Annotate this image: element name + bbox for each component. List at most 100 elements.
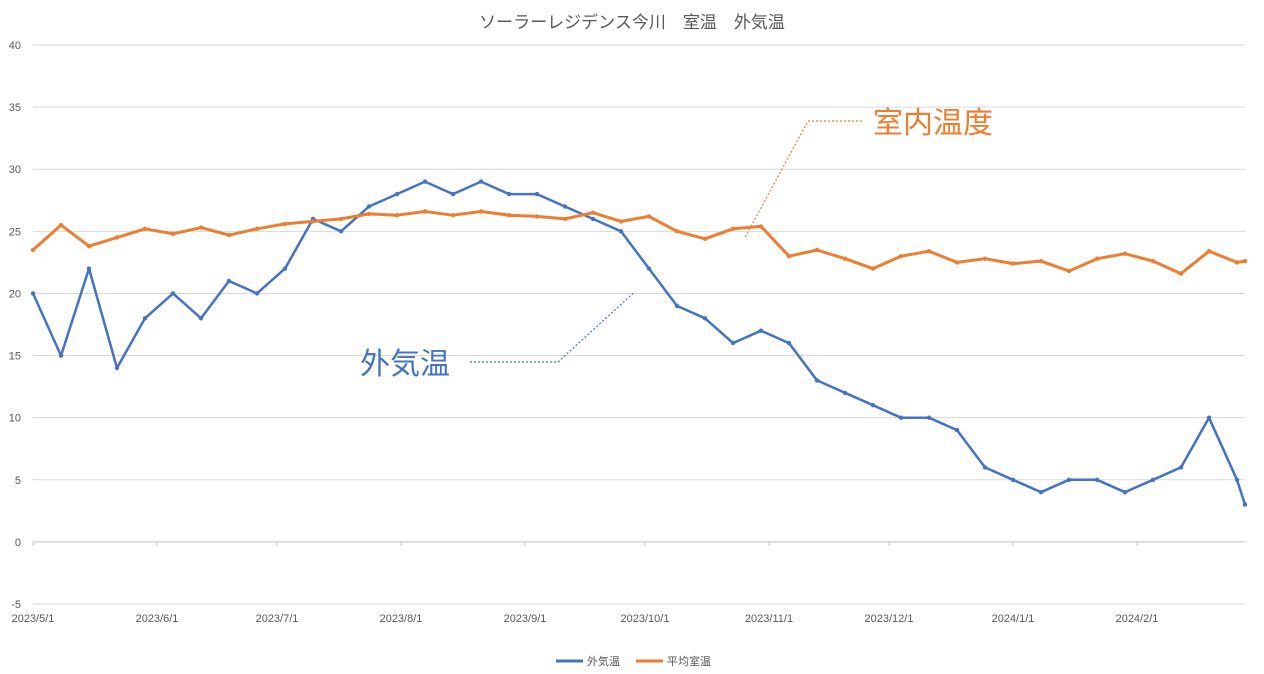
x-tick-label: 2023/10/1 [621,613,670,625]
data-point [58,353,64,358]
data-point [562,216,568,222]
data-point [142,316,148,321]
data-point [590,210,596,215]
data-point [86,244,92,249]
y-tick-label: 0 [15,537,21,549]
data-point [618,219,624,224]
data-point [1178,271,1184,276]
data-point [114,235,120,240]
data-point [646,214,652,219]
x-tick-label: 2023/12/1 [865,613,914,625]
x-axis: 2023/5/1 2023/6/1 2023/7/1 2023/8/1 2023/9/1… [12,541,1159,625]
x-tick-label: 2023/7/1 [256,613,299,625]
data-point [1206,249,1212,254]
data-point [394,191,400,197]
data-point [730,226,736,231]
data-point [1122,251,1128,256]
data-point [618,229,624,234]
annotation-indoor-leader [744,120,862,238]
data-point [30,291,36,296]
data-point [1010,477,1016,482]
x-tick-label: 2024/1/1 [992,613,1035,625]
data-point [1234,477,1240,482]
data-point [1242,502,1248,507]
data-point [982,256,988,261]
data-point [1234,260,1240,265]
data-point [982,465,988,470]
data-point [450,191,456,197]
data-point [282,221,288,227]
data-point [1150,258,1156,264]
y-tick-label: 10 [9,413,21,425]
data-point [1066,477,1072,482]
annotation-outdoor-label: 外気温 [360,347,450,382]
series-0 [30,179,1248,507]
data-point [142,226,148,231]
y-tick-label: 20 [9,288,21,300]
x-tick-label: 2024/2/1 [1116,613,1159,625]
data-point [114,365,120,371]
data-point [1066,268,1072,274]
data-point [842,390,848,395]
data-point [506,213,512,218]
data-point [646,266,652,271]
data-point [1038,490,1044,495]
data-point [450,213,456,218]
data-point [254,226,260,231]
data-point [198,225,204,230]
data-point [30,247,36,253]
data-point [254,291,260,296]
grid-lines [33,44,1245,605]
y-tick-label: 30 [9,164,21,176]
x-tick-label: 2023/9/1 [504,613,547,625]
data-point [338,216,344,222]
data-point [1010,261,1016,266]
x-tick-label: 2023/11/1 [745,613,793,625]
data-point [1178,465,1184,470]
y-tick-label: 5 [15,475,21,487]
data-point [1094,256,1100,261]
data-point [1122,490,1128,495]
data-point [394,213,400,218]
data-point [814,378,820,383]
data-point [842,256,848,261]
data-point [814,247,820,253]
series-1 [30,209,1248,276]
x-tick-label: 2023/6/1 [136,613,179,625]
data-point [198,316,204,321]
data-point [170,231,176,236]
x-tick-label: 2023/5/1 [12,613,55,625]
data-point [478,179,484,184]
data-point [898,254,904,259]
y-tick-label: 15 [9,351,21,363]
annotation-outdoor-leader [470,292,634,363]
data-point [366,204,372,209]
data-point [702,316,708,321]
chart-title: ソーラーレジデンス今川 室温 外気温 [479,12,785,33]
data-point [1150,477,1156,482]
data-point [422,209,428,214]
data-point [1206,415,1212,420]
data-point [786,340,792,346]
data-point [702,236,708,241]
data-point [338,229,344,234]
y-tick-label: 40 [9,40,21,52]
data-point [590,216,596,222]
data-point [730,340,736,346]
data-point [870,266,876,271]
data-point [758,328,764,333]
annotation-indoor-label: 室内温度 [873,106,993,141]
data-point [58,222,64,228]
data-point [226,232,232,238]
data-point [1242,258,1248,264]
data-point [954,260,960,265]
series-line-1 [32,210,1246,276]
data-point [954,427,960,433]
data-point [926,249,932,254]
data-point [926,415,932,420]
data-point [506,191,512,197]
y-tick-label: -5 [11,599,21,611]
data-point [170,291,176,296]
data-point [1094,477,1100,482]
